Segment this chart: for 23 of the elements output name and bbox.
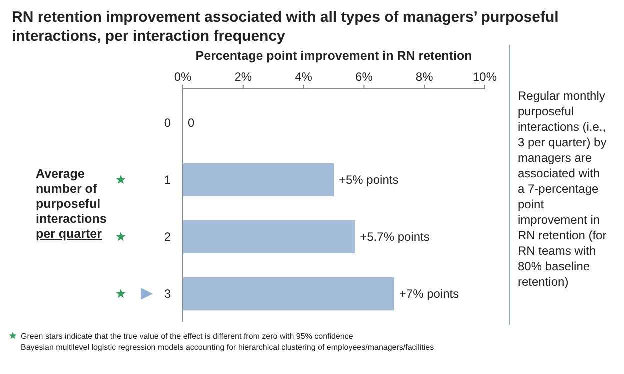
x-tick-label: 6%	[356, 70, 374, 84]
x-axis-title: Percentage point improvement in RN retention	[196, 49, 472, 63]
x-tick-label: 2%	[234, 70, 252, 84]
x-tick-label: 10%	[472, 70, 498, 84]
x-tick-label: 4%	[295, 70, 313, 84]
y-tick-label: 3	[164, 287, 172, 302]
text: Bayesian multilevel logistic regression models accounting for hierarchical clustering of employees/managers/facilities	[21, 343, 434, 352]
y-tick-label: 2	[164, 230, 172, 244]
x-tick-label: 0%	[174, 70, 192, 84]
x-tick-label: 8%	[416, 70, 434, 84]
data-label: +5.7% points	[360, 230, 430, 244]
bar	[183, 278, 394, 311]
y-tick-label: 0	[164, 116, 172, 130]
text: Green stars indicate that the true value of the effect is different from zero with 95% confidence	[21, 332, 354, 341]
bar	[183, 163, 334, 197]
bar	[183, 220, 356, 254]
data-label: +5% points	[339, 172, 399, 187]
chart-title: RN retention improvement associated with all types of managers’ purposeful interactions, per interaction frequency	[12, 9, 559, 45]
y-tick-label: 1	[164, 172, 172, 187]
y-axis-title: Average number of purposeful interactions per quarter	[36, 167, 107, 241]
data-label: +7% points	[399, 287, 460, 302]
data-label: 0	[188, 116, 195, 130]
text: Regular monthly purposeful interactions (i.e., 3 per quarter) by managers are associated with a 7-percentage point improvement in RN retention (for RN teams with 80% baseline retention)	[518, 89, 607, 289]
